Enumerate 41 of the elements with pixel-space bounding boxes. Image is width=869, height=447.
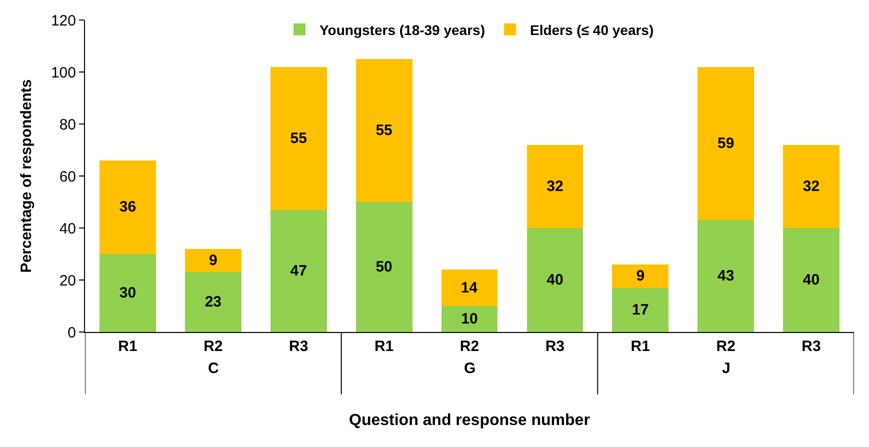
y-tick-label: 60 [59, 168, 76, 186]
x-tick-label: R1 [374, 338, 394, 355]
x-axis-title: Question and response number [349, 412, 590, 429]
data-label: 43 [717, 268, 734, 285]
x-tick-label: R1 [118, 338, 138, 355]
x-tick-label: R2 [204, 338, 223, 355]
x-tick-label: R3 [289, 338, 308, 355]
data-label: 9 [208, 252, 218, 269]
x-tick-label: R2 [716, 338, 736, 355]
y-tick-label: 100 [50, 64, 76, 82]
data-label: 47 [290, 262, 307, 280]
data-label: 59 [717, 135, 734, 152]
x-tick-label: R3 [802, 338, 821, 355]
data-label: 10 [461, 310, 478, 328]
x-tick-label: R2 [460, 338, 480, 355]
y-tick-label: 40 [59, 220, 76, 238]
data-label: 32 [802, 178, 820, 195]
legend-label: Elders (≤ 40 years) [530, 22, 654, 38]
data-label: 50 [376, 258, 392, 276]
x-tick-label: R3 [545, 338, 565, 355]
data-label: 17 [632, 301, 649, 318]
data-label: 14 [460, 279, 478, 296]
data-label: 23 [204, 294, 222, 311]
data-label: 9 [636, 268, 645, 285]
data-label: 32 [546, 178, 564, 195]
data-label: 55 [376, 122, 392, 139]
text: G [464, 360, 476, 377]
data-label: 36 [119, 198, 136, 216]
y-tick-label: 0 [68, 324, 76, 342]
y-tick-label: 20 [59, 272, 76, 290]
data-label: 40 [546, 272, 564, 288]
x-tick-label: R1 [630, 338, 650, 355]
y-tick-label: 80 [59, 116, 76, 134]
y-tick-label: 120 [50, 12, 76, 30]
data-label: 40 [802, 272, 820, 288]
text: C [208, 360, 219, 377]
legend-label: Youngsters (18-39 years) [320, 22, 485, 38]
data-label: 30 [119, 284, 136, 302]
y-axis-title: Percentage of respondents [18, 79, 36, 273]
text: J [722, 360, 730, 377]
data-label: 55 [290, 130, 307, 147]
